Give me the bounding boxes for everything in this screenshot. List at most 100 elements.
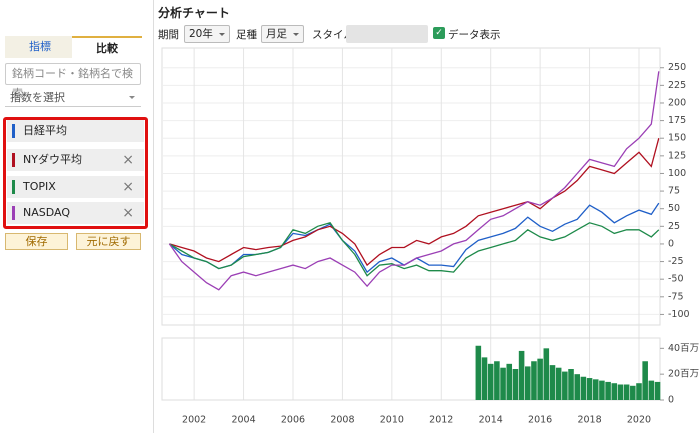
type-label: 足種 [236,29,257,41]
series-line [169,138,660,267]
volume-bar [506,363,513,400]
volume-bar [562,371,568,400]
y-tick-label: 50 [668,203,680,214]
volume-bar [611,383,618,400]
volume-bar [475,345,482,400]
y-tick-label: 0 [668,238,674,249]
y-tick-label: 200 [668,97,686,108]
series-line [168,71,660,291]
legend-swatch [12,153,15,167]
legend-item[interactable]: NASDAQ × [7,202,144,224]
toolbar: 期間 20年 足種 月足 スタイル ✓ データ表示 [158,25,698,45]
y-tick-label: 40百万 [668,343,699,354]
y-tick-label: 150 [668,133,686,144]
volume-bar [487,363,494,400]
x-tick-label: 2018 [577,415,601,426]
volume-bar [599,380,605,400]
plot-frame [161,47,661,326]
volume-bar [642,361,648,400]
volume-bar [654,381,661,400]
y-tick-label: 225 [668,80,686,91]
style-input[interactable] [346,25,428,43]
legend-swatch [12,180,15,194]
x-tick-label: 2006 [281,415,305,426]
remove-button[interactable]: × [122,205,134,221]
divider [153,0,154,433]
x-tick-label: 2016 [528,415,552,426]
x-tick-label: 2010 [380,415,404,426]
side-panel: 指標 比較 銘柄コード・銘柄名で検索 指数を選択 日経平均 NYダウ平均 × TOPI… [0,0,150,433]
volume-bar [605,381,611,400]
series-line [169,222,660,277]
volume-bar [518,350,525,400]
volume-bar [537,358,543,400]
highlight-box [3,117,148,229]
x-tick-label: 2012 [429,415,453,426]
dropdown-arrow [129,96,135,102]
y-tick-label: 20百万 [668,369,699,380]
volume-bar [524,366,531,400]
legend-swatch [12,124,15,138]
y-tick-label: 175 [668,115,686,126]
save-button[interactable]: 保存 [5,233,68,250]
volume-bar [549,365,556,400]
checkbox[interactable]: ✓ [433,27,445,39]
volume-bar [648,380,655,400]
volume-bar [580,376,587,400]
type-select[interactable]: 月足 [261,25,304,43]
search-input[interactable]: 銘柄コード・銘柄名で検索 [5,63,141,100]
volume-bar [592,379,599,400]
volume-bar [586,378,593,400]
style-label: スタイル [312,29,354,41]
volume-bar [630,385,636,400]
tab[interactable]: 比較 [72,36,142,58]
y-tick-label: 75 [668,186,680,197]
data-display-label: データ表示 [448,29,501,41]
x-tick-label: 2004 [231,415,255,426]
x-tick-label: 2008 [330,415,354,426]
chart-title: 分析チャート [158,6,230,20]
volume-bar [531,361,537,400]
index-select[interactable]: 指数を選択 [5,89,141,107]
x-tick-label: 2002 [182,415,206,426]
y-tick-label: 0 [668,395,674,406]
volume-bar [555,367,562,400]
volume-bar [543,348,550,400]
x-tick-label: 2014 [479,415,503,426]
legend-label: 日経平均 [23,124,67,137]
y-tick-label: 125 [668,150,686,161]
y-tick-label: 25 [668,221,680,232]
volume-bar [512,369,519,400]
plot-frame [161,337,661,401]
legend-item[interactable]: TOPIX × [7,176,144,198]
legend-label: NASDAQ [23,206,71,219]
volume-bar [636,383,642,400]
y-tick-label: -25 [668,256,684,267]
legend-label: NYダウ平均 [23,153,82,166]
x-tick-label: 2020 [627,415,651,426]
y-tick-label: 250 [668,62,686,73]
volume-bar [623,384,630,400]
period-label: 期間 [158,29,179,41]
tab[interactable]: 指標 [5,36,75,58]
volume-bar [574,374,580,400]
volume-bar [500,367,506,400]
legend-item[interactable]: NYダウ平均 × [7,149,144,171]
reset-button[interactable]: 元に戻す [76,233,141,250]
volume-bar [481,357,488,400]
y-tick-label: -50 [668,274,684,285]
volume-bar [568,369,574,400]
remove-button[interactable]: × [122,179,134,195]
volume-bar [494,361,500,400]
period-select[interactable]: 20年 [184,25,230,43]
volume-bar [617,384,624,400]
remove-button[interactable]: × [122,152,134,168]
legend-item[interactable]: 日経平均 [7,120,144,142]
y-tick-label: -100 [668,309,690,320]
index-select-text: 指数を選択 [10,91,65,104]
legend-swatch [12,206,15,220]
legend-label: TOPIX [23,180,56,193]
y-tick-label: 100 [668,168,686,179]
